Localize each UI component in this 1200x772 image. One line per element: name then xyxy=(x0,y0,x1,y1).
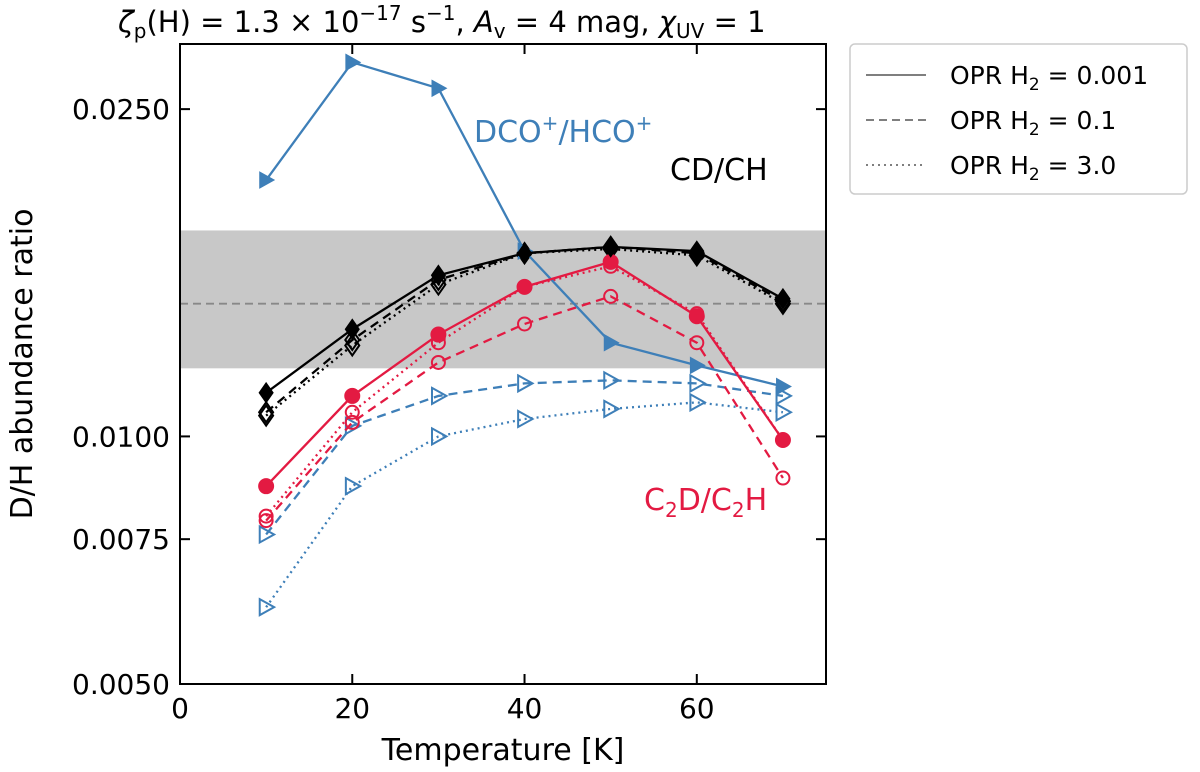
data-point-circle xyxy=(517,316,533,332)
data-point-triangle xyxy=(431,426,449,447)
data-point-circle xyxy=(344,404,360,420)
data-point-diamond xyxy=(257,400,275,424)
plot-frame xyxy=(179,43,827,685)
data-point-triangle xyxy=(345,53,362,72)
data-point-triangle xyxy=(603,370,621,391)
data-point-triangle xyxy=(344,476,363,496)
legend-label-dashed: OPR H2 = 0.1 xyxy=(950,106,1116,140)
data-point-triangle xyxy=(775,386,793,406)
legend-box xyxy=(849,43,1188,195)
legend-label-dotted: OPR H2 = 3.0 xyxy=(950,151,1116,185)
data-point-triangle xyxy=(776,377,792,396)
y-tick-label: 0.0100 xyxy=(72,420,170,453)
data-point-triangle xyxy=(431,386,449,406)
series-cd-solid xyxy=(258,236,791,404)
data-point-triangle xyxy=(431,79,448,98)
data-point-triangle xyxy=(259,171,276,189)
data-point-diamond xyxy=(344,318,360,341)
data-point-circle xyxy=(689,335,705,351)
data-point-triangle xyxy=(258,597,277,617)
series-layer xyxy=(257,53,793,617)
tick-layer: 0 20 40 60 0.0050 0.0075 0.0100 0.0250 xyxy=(72,44,826,725)
x-tick-label: 0 xyxy=(171,692,189,725)
data-point-triangle xyxy=(258,524,277,545)
data-point-circle xyxy=(603,288,619,304)
x-axis-label: Temperature [K] xyxy=(381,733,625,768)
x-tick-label: 40 xyxy=(507,692,543,725)
annotation-dco: DCO+/HCO+ xyxy=(474,111,652,150)
data-point-circle xyxy=(258,508,274,524)
data-point-circle xyxy=(774,432,791,449)
x-tick-label: 20 xyxy=(334,692,370,725)
data-point-diamond xyxy=(516,242,533,265)
series-line xyxy=(265,295,784,522)
series-dco-dotted xyxy=(258,392,793,617)
y-tick-label: 0.0250 xyxy=(72,93,170,126)
data-point-triangle xyxy=(689,392,707,413)
data-point-circle xyxy=(344,414,360,430)
data-point-triangle xyxy=(689,356,706,375)
data-point-diamond xyxy=(775,287,791,310)
data-point-triangle xyxy=(689,373,707,394)
data-point-triangle xyxy=(517,409,535,429)
legend: OPR H2 = 0.001 OPR H2 = 0.1 OPR H2 = 3.0 xyxy=(849,43,1188,195)
data-point-diamond xyxy=(258,381,274,404)
x-tick-label: 60 xyxy=(679,692,715,725)
data-point-circle xyxy=(258,478,275,495)
series-c2d-solid xyxy=(258,253,791,495)
data-point-circle xyxy=(344,387,361,404)
chart-title: ζp(H) = 1.3 × 10−17 s−1, Av = 4 mag, χUV… xyxy=(117,1,766,43)
data-point-triangle xyxy=(603,399,621,419)
data-point-circle xyxy=(430,354,446,370)
data-point-diamond xyxy=(344,333,361,358)
data-point-diamond xyxy=(344,328,361,352)
data-point-circle xyxy=(775,470,791,486)
series-c2d-dashed xyxy=(258,288,791,529)
data-point-triangle xyxy=(517,373,535,394)
y-tick-label: 0.0075 xyxy=(72,523,170,556)
data-point-circle xyxy=(430,326,447,343)
annotation-cd: CD/CH xyxy=(670,153,768,188)
data-point-diamond xyxy=(689,240,705,262)
y-tick-label: 0.0050 xyxy=(72,668,170,701)
data-point-circle xyxy=(516,278,533,295)
data-point-circle xyxy=(258,513,274,529)
y-axis-label: D/H abundance ratio xyxy=(5,209,40,520)
data-point-triangle xyxy=(775,402,793,422)
data-point-diamond xyxy=(430,272,447,297)
data-point-circle xyxy=(688,308,705,325)
legend-label-solid: OPR H2 = 0.001 xyxy=(950,61,1148,95)
series-line xyxy=(265,379,784,536)
data-point-diamond xyxy=(430,264,447,287)
data-point-diamond xyxy=(603,236,619,258)
data-point-triangle xyxy=(603,333,620,352)
data-point-diamond xyxy=(257,403,275,428)
annotation-c2d: C2D/C2H xyxy=(644,483,767,522)
series-dco-dashed xyxy=(258,370,793,545)
